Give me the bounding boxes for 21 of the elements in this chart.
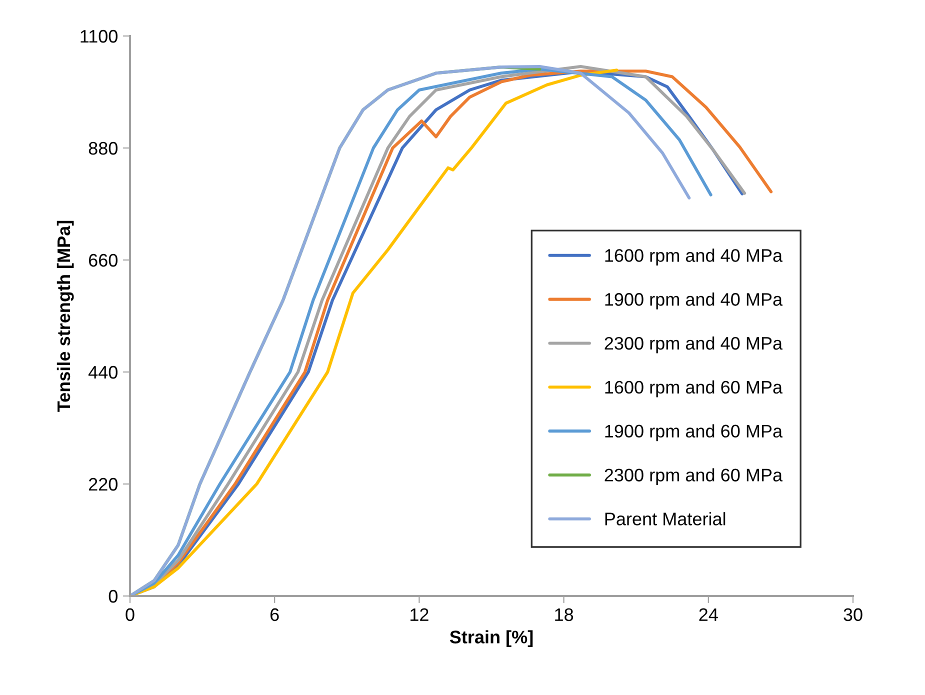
y-axis-title: Tensile strength [MPa]	[56, 220, 74, 412]
legend-label: 1600 rpm and 40 MPa	[605, 248, 783, 266]
y-tick-label: 1100	[80, 30, 118, 43]
y-tick-label: 0	[108, 590, 118, 603]
legend-label: 2300 rpm and 40 MPa	[604, 336, 783, 354]
y-tick-label: 880	[88, 142, 118, 155]
x-tick-label: 24	[699, 608, 718, 621]
legend-label: Parent Material	[605, 512, 726, 526]
x-axis-title: Strain [%]	[450, 630, 533, 648]
y-tick-label: 440	[88, 366, 118, 379]
legend-label: 2300 rpm and 60 MPa	[604, 468, 783, 486]
legend-label: 1900 rpm and 60 MPa	[605, 424, 783, 442]
x-tick-label: 30	[844, 608, 862, 622]
legend-label: 1600 rpm and 60 MPa	[605, 380, 783, 398]
x-tick-label: 6	[270, 608, 279, 622]
x-tick-label: 12	[410, 608, 428, 621]
legend-label: 1900 rpm and 40 MPa	[605, 292, 783, 310]
y-tick-label: 220	[88, 478, 118, 491]
x-tick-label: 0	[126, 608, 134, 622]
x-tick-label: 18	[555, 608, 574, 622]
y-tick-label: 660	[88, 254, 118, 267]
